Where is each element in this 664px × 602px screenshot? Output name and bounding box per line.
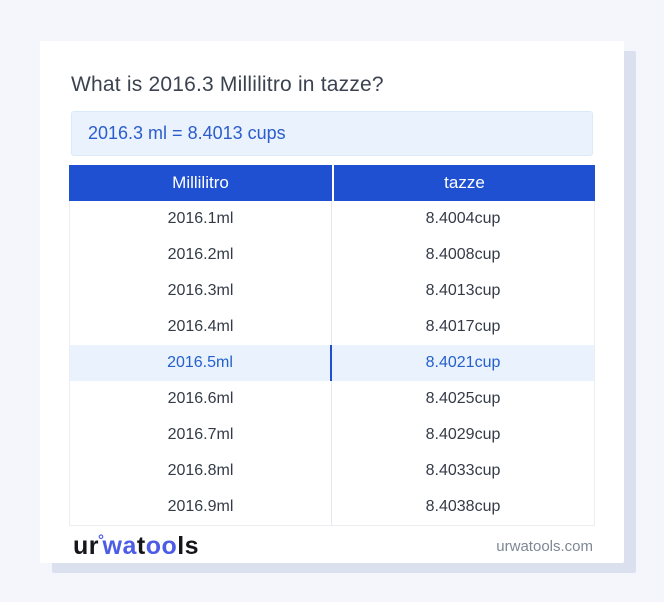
logo-text-wa: wa: [102, 531, 137, 560]
page-title: What is 2016.3 Millilitro in tazze?: [71, 73, 384, 96]
cell-millilitro: 2016.1ml: [70, 201, 332, 237]
table-row[interactable]: 2016.2ml 8.4008cup: [70, 237, 594, 273]
cell-tazze: 8.4029cup: [425, 426, 501, 443]
logo-text-ur: ur: [73, 531, 99, 560]
table-row[interactable]: 2016.9ml 8.4038cup: [70, 489, 594, 525]
cell-millilitro: 2016.2ml: [70, 237, 332, 273]
cell-tazze: 8.4008cup: [425, 246, 501, 263]
header-cell-tazze: tazze: [332, 165, 595, 201]
conversion-card: What is 2016.3 Millilitro in tazze? 2016…: [40, 41, 624, 563]
cell-millilitro: 2016.5ml: [70, 345, 332, 381]
cell-tazze: 8.4025cup: [425, 390, 501, 407]
cell-tazze: 8.4017cup: [425, 318, 501, 335]
table-body: 2016.1ml 8.4004cup 2016.2ml 8.4008cup 2016.3…: [69, 201, 595, 526]
table-row[interactable]: 2016.5ml 8.4021cup: [70, 345, 594, 381]
cell-tazze: 8.4021cup: [425, 354, 501, 371]
card-footer: ur ° wa t oo ls urwatools.com: [71, 526, 593, 566]
table-row[interactable]: 2016.1ml 8.4004cup: [70, 201, 594, 237]
table-row[interactable]: 2016.4ml 8.4017cup: [70, 309, 594, 345]
cell-millilitro: 2016.9ml: [70, 489, 332, 525]
result-box: 2016.3 ml = 8.4013 cups: [71, 111, 593, 156]
logo-text-oo: oo: [145, 531, 178, 560]
cell-tazze: 8.4013cup: [425, 282, 501, 299]
cell-millilitro: 2016.6ml: [70, 381, 332, 417]
header-cell-millilitro: Millilitro: [172, 173, 229, 192]
cell-tazze: 8.4038cup: [425, 498, 501, 515]
cell-millilitro: 2016.4ml: [70, 309, 332, 345]
brand-logo[interactable]: ur ° wa t oo ls: [73, 532, 199, 561]
conversion-table: Millilitro tazze 2016.1ml 8.4004cup 2016.2…: [69, 165, 595, 526]
cell-tazze: 8.4004cup: [425, 210, 501, 227]
table-row[interactable]: 2016.7ml 8.4029cup: [70, 417, 594, 453]
cell-tazze: 8.4033cup: [425, 462, 501, 479]
cell-millilitro: 2016.7ml: [70, 417, 332, 453]
table-header-row: Millilitro tazze: [69, 165, 595, 201]
site-domain: urwatools.com: [496, 537, 593, 555]
logo-ring-icon: °: [98, 531, 105, 549]
table-row[interactable]: 2016.6ml 8.4025cup: [70, 381, 594, 417]
table-row[interactable]: 2016.8ml 8.4033cup: [70, 453, 594, 489]
cell-millilitro: 2016.8ml: [70, 453, 332, 489]
cell-millilitro: 2016.3ml: [70, 273, 332, 309]
logo-text-ls: ls: [177, 531, 200, 560]
logo-text-t: t: [136, 531, 146, 560]
result-text: 2016.3 ml = 8.4013 cups: [88, 123, 286, 143]
table-row[interactable]: 2016.3ml 8.4013cup: [70, 273, 594, 309]
